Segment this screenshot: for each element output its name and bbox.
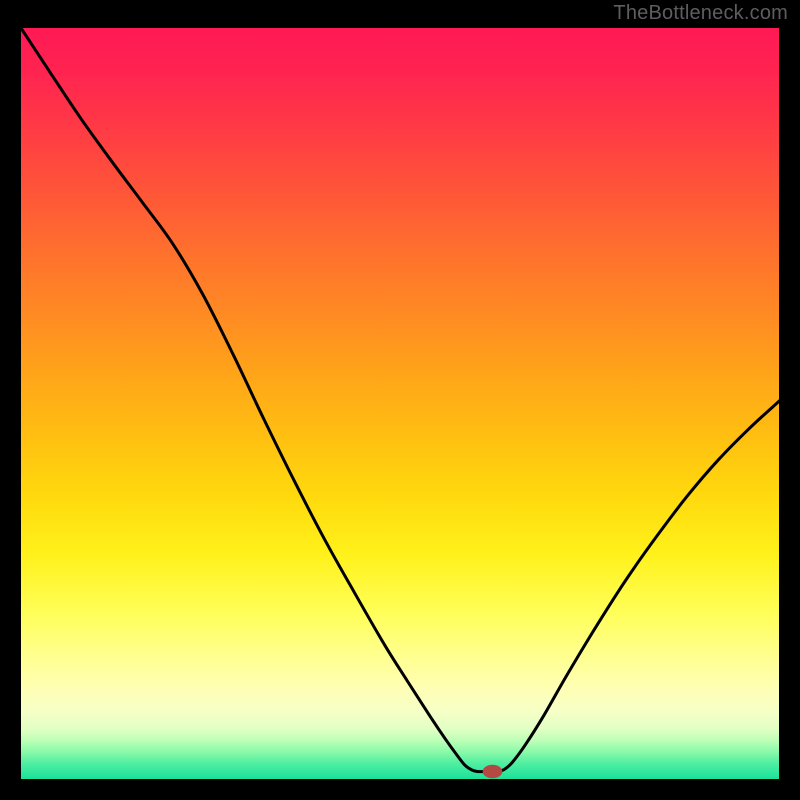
chart-frame: TheBottleneck.com <box>0 0 800 800</box>
plot-background <box>21 28 779 779</box>
minimum-marker <box>483 765 503 779</box>
bottleneck-chart <box>0 0 800 800</box>
watermark-text: TheBottleneck.com <box>613 2 788 25</box>
